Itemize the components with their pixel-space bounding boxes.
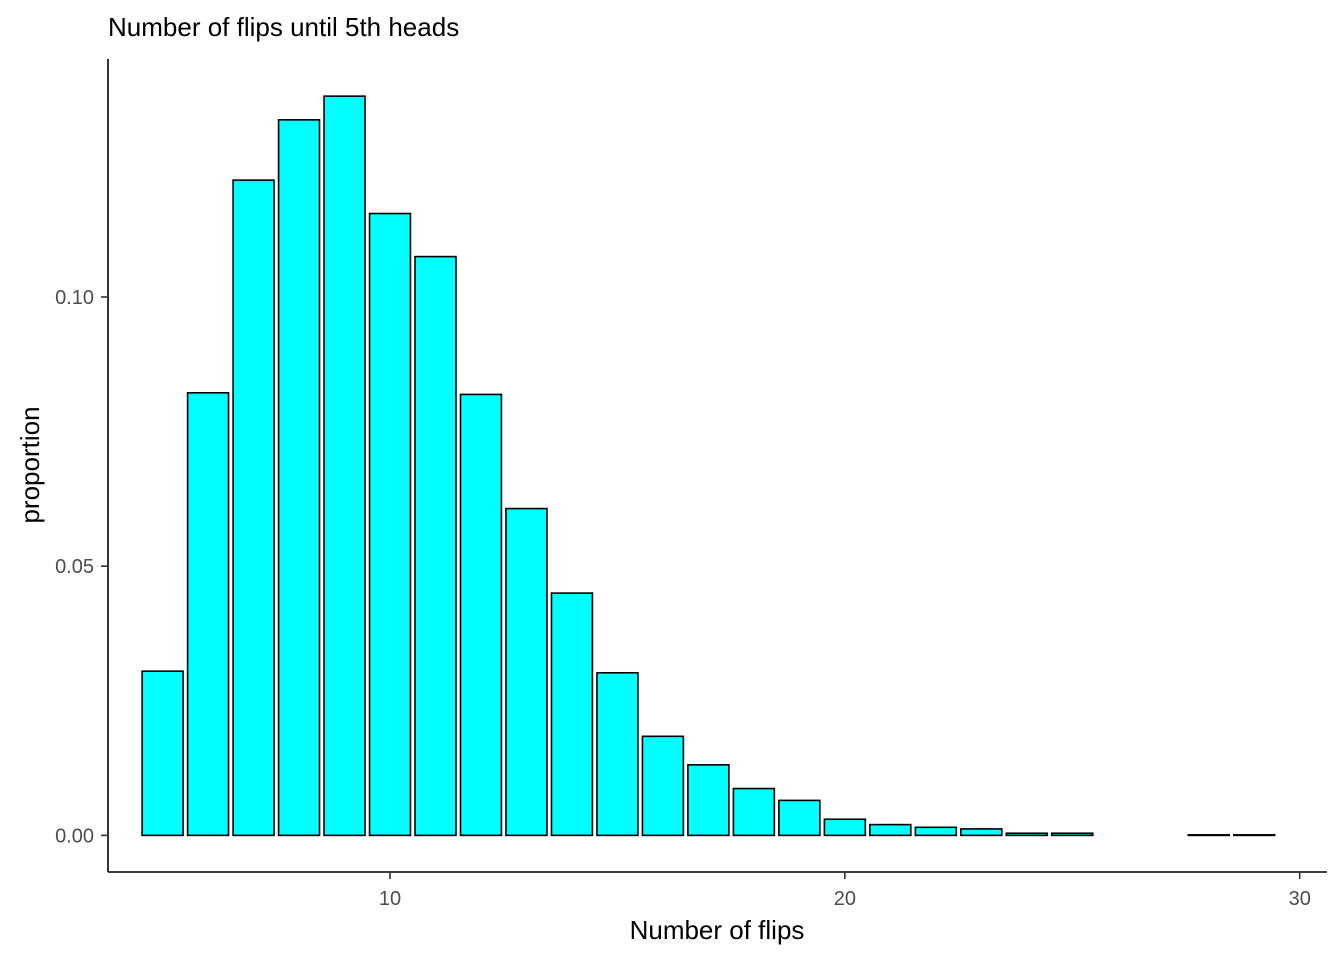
bars-group	[141, 95, 1276, 837]
x-tick-label: 30	[1289, 888, 1311, 910]
bar-9	[323, 95, 366, 837]
bar-7	[232, 179, 275, 837]
y-tick-label: 0.10	[55, 287, 94, 309]
x-tick-label: 10	[379, 888, 401, 910]
bar-28	[1187, 834, 1231, 837]
bar-25	[1051, 832, 1094, 837]
bar-19	[778, 799, 821, 837]
bar-8	[277, 119, 321, 837]
bar-22	[914, 826, 958, 837]
bar-13	[505, 507, 548, 837]
chart-title: Number of flips until 5th heads	[108, 12, 459, 42]
bar-24	[1005, 832, 1049, 837]
bar-17	[687, 764, 730, 837]
x-ticks-group: 10 20 30	[379, 872, 1311, 910]
bar-11	[414, 255, 457, 837]
bar-21	[869, 823, 912, 837]
bar-16	[641, 735, 685, 837]
y-tick-label: 0.00	[55, 825, 94, 847]
bar-14	[550, 592, 594, 837]
bar-23	[960, 828, 1003, 837]
bar-5	[141, 670, 184, 837]
x-tick-label: 20	[834, 888, 856, 910]
bar-6	[186, 392, 230, 837]
y-tick-label: 0.05	[55, 556, 94, 578]
bar-12	[459, 393, 503, 837]
x-axis-title: Number of flips	[630, 915, 805, 945]
bar-29	[1232, 834, 1276, 837]
y-axis-title: proportion	[15, 406, 45, 523]
bar-18	[732, 787, 776, 837]
bar-20	[823, 818, 867, 837]
bar-15	[596, 671, 639, 837]
bar-10	[368, 212, 412, 837]
y-ticks-group: 0.00 0.05 0.10	[55, 287, 108, 847]
